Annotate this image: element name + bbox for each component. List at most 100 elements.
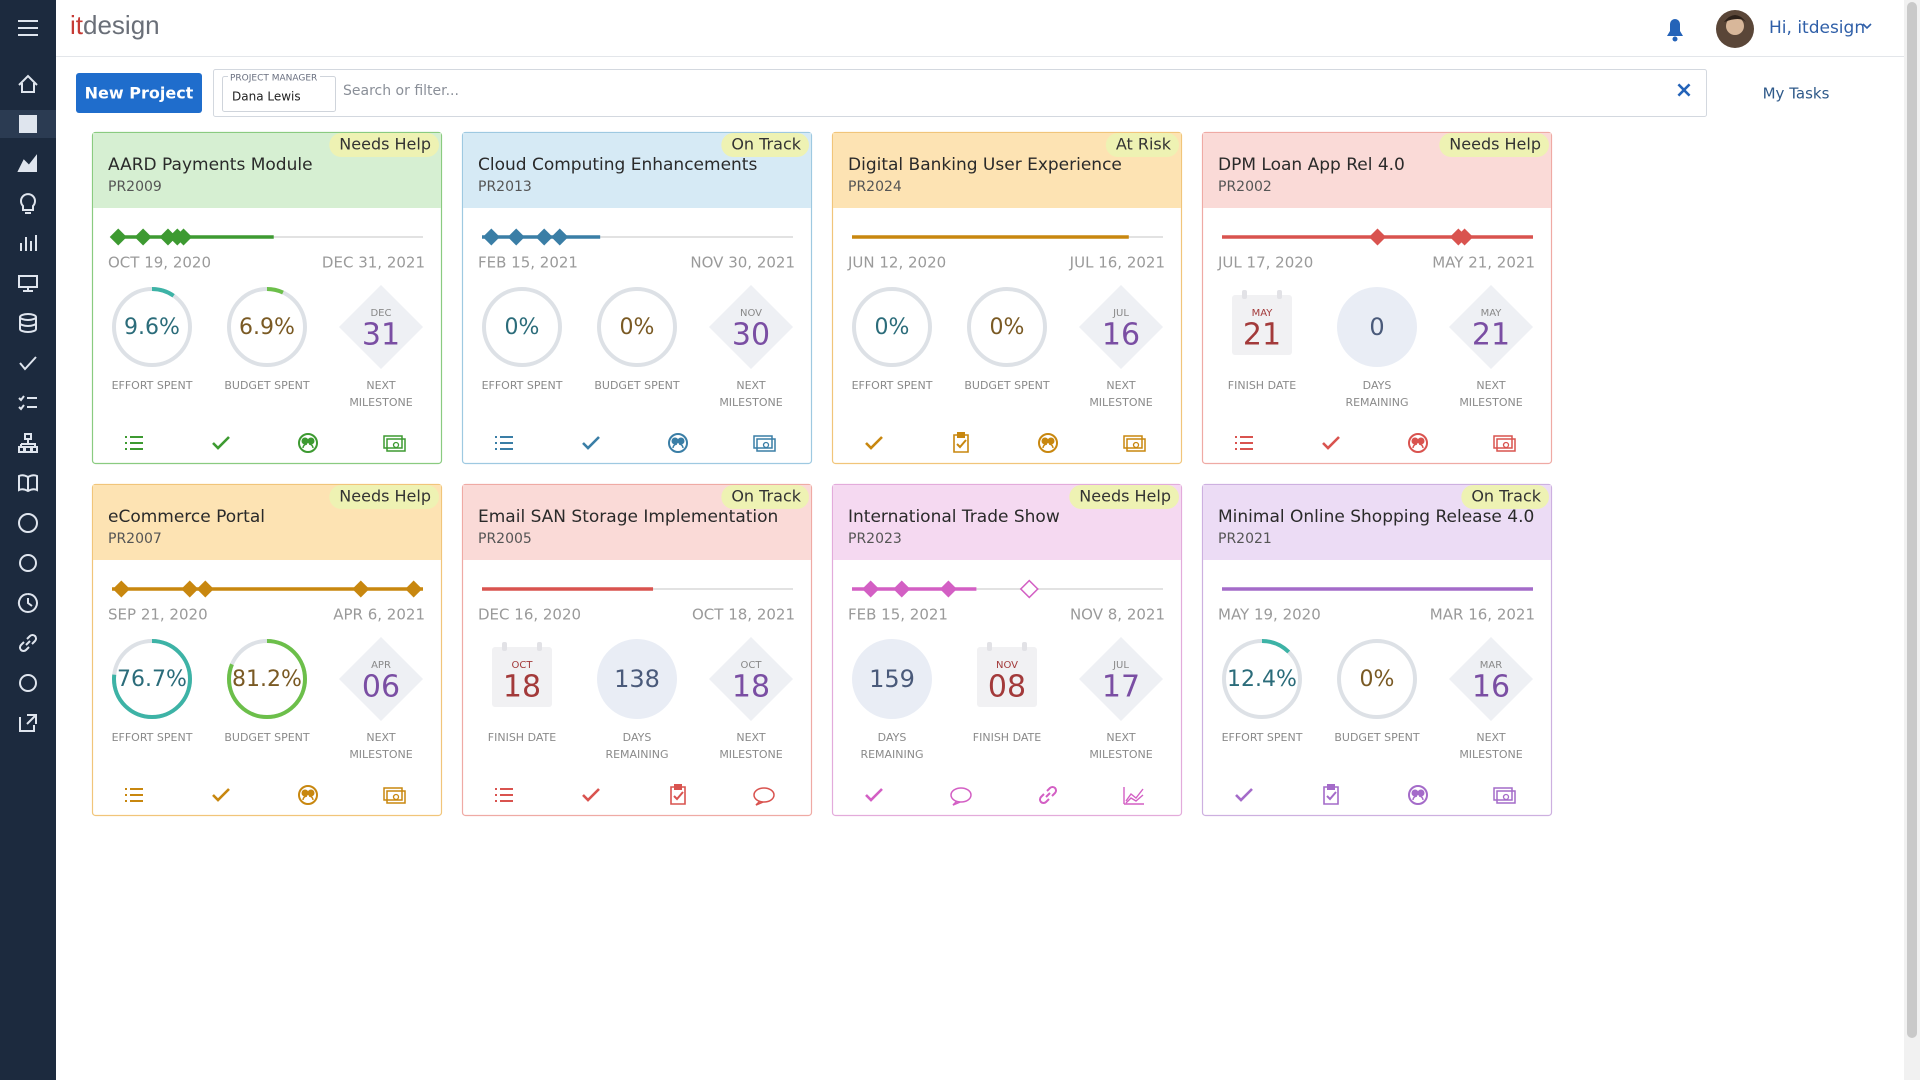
nav-icon[interactable] bbox=[20, 235, 37, 251]
nav-icon[interactable] bbox=[19, 674, 37, 692]
card-action-money[interactable] bbox=[383, 787, 406, 804]
milestone-marker[interactable] bbox=[181, 580, 199, 598]
my-tasks-link[interactable]: My Tasks bbox=[1763, 85, 1830, 103]
nav-icon[interactable] bbox=[18, 513, 38, 533]
milestone-marker[interactable] bbox=[939, 580, 957, 598]
nav-icon[interactable] bbox=[19, 313, 38, 333]
project-card[interactable]: Needs Help International Trade Show PR2023… bbox=[831, 483, 1183, 817]
scrollbar-thumb[interactable] bbox=[1907, 2, 1917, 1038]
milestone-marker[interactable] bbox=[352, 580, 370, 598]
milestone-marker[interactable] bbox=[551, 228, 569, 246]
card-action-money[interactable] bbox=[383, 435, 406, 452]
nav-icon[interactable] bbox=[18, 275, 38, 292]
card-action-clipboard[interactable] bbox=[1323, 784, 1339, 805]
card-action-people[interactable] bbox=[668, 433, 688, 453]
milestone-marker[interactable] bbox=[134, 228, 152, 246]
card-action-check[interactable] bbox=[1235, 788, 1253, 802]
project-card[interactable]: Needs Help eCommerce Portal PR2007 SEP 21, … bbox=[91, 483, 443, 817]
card-action-chat[interactable] bbox=[950, 787, 972, 806]
card-title[interactable]: DPM Loan App Rel 4.0 bbox=[1218, 155, 1405, 175]
card-title[interactable]: Cloud Computing Enhancements bbox=[478, 155, 757, 175]
new-project-label[interactable]: New Project bbox=[85, 84, 194, 103]
card-action-list[interactable] bbox=[125, 436, 143, 450]
nav-icon[interactable] bbox=[18, 633, 38, 653]
clear-search[interactable]: × bbox=[1675, 78, 1693, 103]
metric-value: 81.2% bbox=[232, 667, 302, 692]
milestone-marker-pending[interactable] bbox=[1019, 579, 1039, 599]
card-title[interactable]: Minimal Online Shopping Release 4.0 bbox=[1218, 507, 1534, 527]
search-input[interactable]: Search or filter... bbox=[343, 83, 459, 99]
card-body bbox=[461, 131, 813, 465]
milestone-marker[interactable] bbox=[405, 580, 423, 598]
nav-icon[interactable] bbox=[17, 593, 38, 613]
milestone-marker[interactable] bbox=[482, 228, 500, 246]
card-title[interactable]: eCommerce Portal bbox=[108, 507, 265, 527]
nav-icon[interactable] bbox=[18, 433, 38, 453]
nav-icon[interactable] bbox=[20, 193, 36, 214]
nav-icon[interactable] bbox=[17, 154, 37, 172]
logo[interactable]: itdesign bbox=[70, 10, 160, 40]
card-action-money[interactable] bbox=[753, 435, 776, 452]
card-title[interactable]: Email SAN Storage Implementation bbox=[478, 507, 778, 527]
project-card[interactable]: Needs Help DPM Loan App Rel 4.0 PR2002 JUL … bbox=[1201, 131, 1553, 465]
avatar[interactable] bbox=[1716, 10, 1754, 48]
card-action-people[interactable] bbox=[1408, 785, 1428, 805]
status-badge-text: Needs Help bbox=[339, 135, 431, 154]
nav-icon[interactable] bbox=[18, 74, 38, 93]
milestone-month: MAR bbox=[1480, 660, 1502, 671]
card-action-money[interactable] bbox=[1123, 435, 1146, 452]
milestone-marker[interactable] bbox=[893, 580, 911, 598]
card-action-check[interactable] bbox=[865, 788, 883, 802]
nav-icon[interactable] bbox=[18, 474, 38, 493]
card-action-chart[interactable] bbox=[1123, 787, 1144, 805]
nav-icon[interactable] bbox=[18, 395, 37, 411]
new-project-button[interactable] bbox=[76, 73, 202, 113]
card-action-check[interactable] bbox=[582, 788, 600, 802]
nav-icon[interactable] bbox=[19, 356, 37, 371]
filter-value[interactable]: Dana Lewis bbox=[232, 90, 301, 104]
icon-glyph bbox=[1408, 785, 1428, 805]
card-action-chat[interactable] bbox=[753, 787, 775, 806]
card-action-money[interactable] bbox=[1493, 435, 1516, 452]
card-action-clipboard[interactable] bbox=[670, 784, 686, 805]
card-action-people[interactable] bbox=[298, 433, 318, 453]
card-action-people[interactable] bbox=[298, 785, 318, 805]
metric-label: MILESTONE bbox=[349, 396, 412, 409]
nav-icon[interactable] bbox=[19, 115, 37, 133]
card-action-people[interactable] bbox=[1038, 433, 1058, 453]
card-action-list[interactable] bbox=[125, 788, 143, 802]
user-menu-chevron[interactable] bbox=[1862, 23, 1872, 30]
card-action-check[interactable] bbox=[865, 436, 883, 450]
milestone-marker[interactable] bbox=[159, 228, 177, 246]
nav-icon[interactable] bbox=[19, 714, 37, 732]
milestone-marker[interactable] bbox=[862, 580, 880, 598]
search-bar[interactable] bbox=[213, 69, 1707, 117]
nav-icon[interactable] bbox=[19, 554, 37, 572]
card-title[interactable]: Digital Banking User Experience bbox=[848, 155, 1122, 175]
card-action-list[interactable] bbox=[1235, 436, 1253, 450]
project-card[interactable]: Needs Help AARD Payments Module PR2009 OCT … bbox=[91, 131, 443, 465]
notifications[interactable] bbox=[1667, 19, 1683, 42]
milestone-marker[interactable] bbox=[196, 580, 214, 598]
card-action-clipboard[interactable] bbox=[953, 432, 969, 453]
card-action-check[interactable] bbox=[582, 436, 600, 450]
card-title[interactable]: AARD Payments Module bbox=[108, 155, 313, 175]
menu-icon[interactable] bbox=[18, 20, 38, 36]
card-action-people[interactable] bbox=[1408, 433, 1428, 453]
milestone-marker[interactable] bbox=[112, 580, 130, 598]
bell-icon[interactable] bbox=[1667, 19, 1683, 36]
card-action-check[interactable] bbox=[212, 788, 230, 802]
milestone-diamond bbox=[709, 637, 793, 721]
card-action-money[interactable] bbox=[1493, 787, 1516, 804]
card-action-list[interactable] bbox=[495, 436, 513, 450]
card-action-list[interactable] bbox=[495, 788, 513, 802]
card-action-check[interactable] bbox=[1322, 436, 1340, 450]
card-title[interactable]: International Trade Show bbox=[848, 507, 1060, 527]
user-greeting[interactable]: Hi, itdesign bbox=[1769, 18, 1865, 38]
card-action-check[interactable] bbox=[212, 436, 230, 450]
card-action-link[interactable] bbox=[1038, 785, 1058, 805]
